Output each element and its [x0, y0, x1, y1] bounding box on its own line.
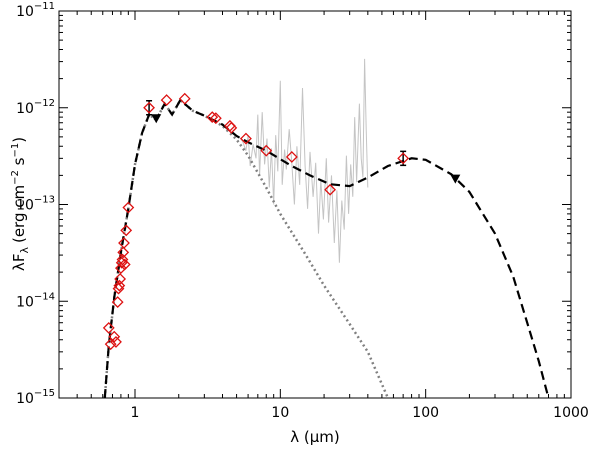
- photometry-point: [114, 262, 127, 275]
- x-tick-label: 1: [131, 405, 140, 421]
- photometry-point: [113, 279, 126, 292]
- y-tick-label: 10−14: [16, 291, 55, 310]
- y-tick-label: 10−13: [16, 195, 55, 214]
- y-tick-label-exp: −12: [34, 98, 55, 109]
- upper-limit-marker: [450, 174, 461, 184]
- y-tick-label: 10−15: [16, 388, 55, 407]
- y-axis-label-units-suffix: ): [10, 137, 28, 143]
- y-tick-label-exp: −13: [34, 195, 55, 206]
- photometry-point: [117, 246, 130, 259]
- y-axis-label: λFλ (erg cm−2 s−1): [10, 137, 31, 271]
- y-axis-label-main: λF: [10, 254, 28, 272]
- photometry-point: [143, 101, 155, 114]
- photometry-point: [111, 296, 124, 309]
- x-tick-label: 100: [412, 405, 439, 421]
- photometry-point: [324, 183, 337, 196]
- photometry-point: [120, 224, 133, 237]
- upper-limit-marker: [151, 114, 162, 124]
- photometry-point: [209, 112, 222, 125]
- photometry-point: [114, 273, 127, 285]
- photometry-point: [108, 330, 121, 343]
- photometry-point: [178, 92, 191, 105]
- photometry-point: [116, 253, 129, 266]
- y-tick-label-base: 10: [16, 391, 34, 407]
- y-axis-label-units-prefix: (erg cm: [10, 185, 28, 243]
- y-tick-label: 10−12: [16, 98, 55, 117]
- photometry-point: [397, 152, 410, 165]
- x-tick-label: 1000: [553, 405, 589, 421]
- y-tick-label-base: 10: [16, 198, 34, 214]
- photometry-point: [160, 94, 173, 107]
- photometry-point: [110, 335, 122, 348]
- photometry-point: [240, 132, 252, 145]
- irs-spectrum-line: [238, 58, 369, 263]
- x-tick-label: 10: [271, 405, 289, 421]
- marker-layer: [102, 92, 461, 351]
- y-tick-label-exp: −15: [34, 388, 55, 399]
- y-tick-label-base: 10: [16, 101, 34, 117]
- y-axis-label-units-exp1: −2: [10, 170, 21, 185]
- photometry-point: [118, 237, 130, 249]
- y-tick-label-base: 10: [16, 294, 34, 310]
- photometry-point: [118, 258, 131, 271]
- y-tick-label-exp: −11: [34, 1, 55, 12]
- y-axis-label-units-exp2: −1: [10, 143, 21, 158]
- photometry-point: [122, 201, 135, 214]
- photometry-point: [104, 338, 117, 351]
- photometry-point: [225, 121, 238, 134]
- y-tick-label: 10−11: [16, 1, 55, 20]
- photometry-point: [260, 144, 273, 157]
- y-tick-label-base: 10: [16, 4, 34, 20]
- y-axis-label-sub: λ: [18, 247, 31, 254]
- photometry-point: [102, 322, 115, 334]
- photometry-point: [285, 151, 298, 163]
- y-axis-label-units-mid: s: [10, 157, 28, 170]
- photometry-point: [206, 111, 219, 124]
- y-tick-label-exp: −14: [34, 291, 55, 302]
- x-axis-label: λ (μm): [290, 428, 340, 446]
